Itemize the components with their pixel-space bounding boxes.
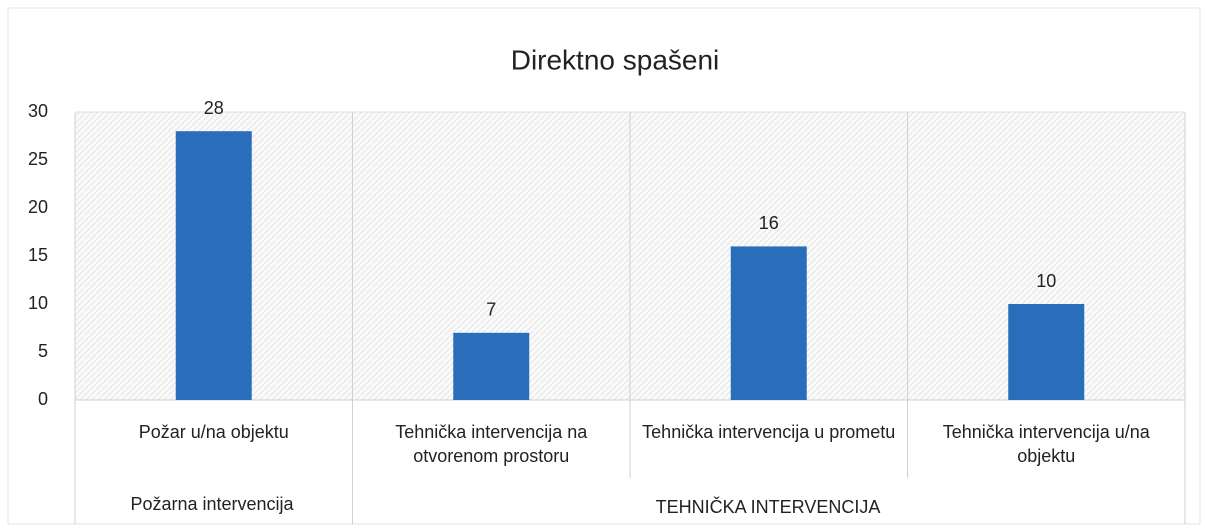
y-tick-label: 5: [38, 341, 48, 361]
y-tick-label: 0: [38, 389, 48, 409]
bar: [1008, 304, 1085, 400]
x-tick-label: Tehnička intervencija na otvorenom prost…: [395, 422, 588, 466]
data-label: 28: [204, 98, 224, 118]
y-tick-label: 10: [28, 293, 48, 313]
group-label: TEHNIČKA INTERVENCIJA: [656, 496, 881, 517]
data-label: 16: [759, 213, 779, 233]
chart-title: Direktno spašeni: [511, 44, 720, 75]
x-tick-label: Tehnička intervencija u prometu: [642, 422, 896, 442]
y-tick-label: 25: [28, 149, 48, 169]
bar: [730, 246, 807, 400]
bar: [175, 131, 252, 400]
y-tick-label: 30: [28, 101, 48, 121]
x-tick-label: Tehnička intervencija u/na objektu: [942, 422, 1150, 466]
x-tick-label: Požar u/na objektu: [138, 422, 289, 442]
group-label: Požarna intervencija: [130, 494, 294, 514]
data-label: 7: [486, 300, 496, 320]
y-tick-label: 20: [28, 197, 48, 217]
bar: [453, 332, 530, 400]
y-tick-label: 15: [28, 245, 48, 265]
data-label: 10: [1036, 271, 1056, 291]
